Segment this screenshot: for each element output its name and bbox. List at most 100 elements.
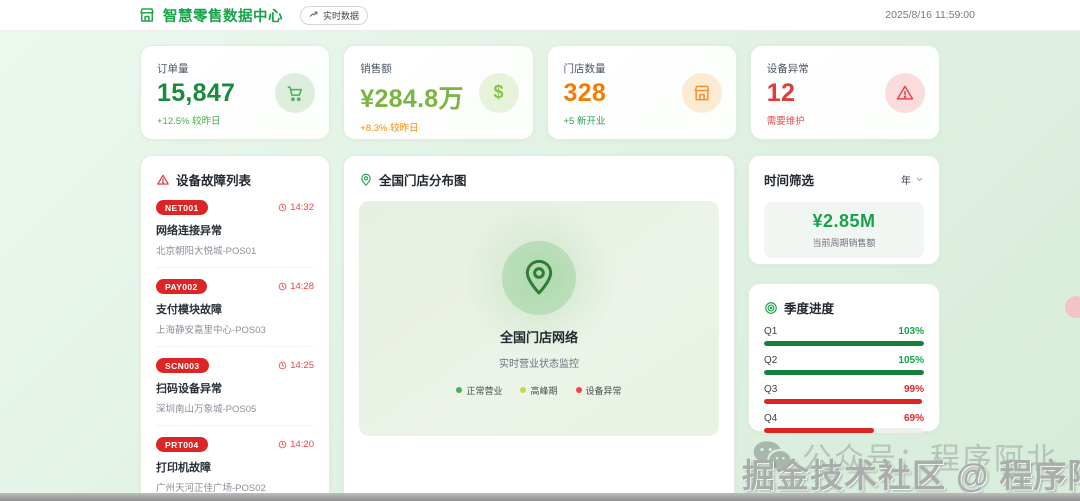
fault-list-item[interactable]: NET001 14:32 网络连接异常 北京朝阳大悦城-POS01 <box>156 189 314 268</box>
fault-code-badge: SCN003 <box>156 358 209 373</box>
legend-item-fault: 设备异常 <box>575 384 622 397</box>
quarter-label: Q1 <box>764 326 778 337</box>
fault-code-badge: PRT004 <box>156 437 208 452</box>
warning-icon <box>885 72 925 113</box>
quarter-percent: 103% <box>898 326 924 337</box>
clock-icon <box>278 440 287 449</box>
warning-icon <box>157 174 169 185</box>
stat-value: 15,847 <box>157 79 236 107</box>
fault-location: 深圳南山万象城-POS05 <box>156 404 257 415</box>
stat-change: 需要维护 <box>766 116 805 127</box>
stat-change: +12.5% 较昨日 <box>157 116 221 127</box>
quarter-progress-panel: 季度进度 Q1 103% Q2 105% <box>748 283 940 433</box>
fault-time: 14:32 <box>278 202 314 213</box>
quarter-percent: 105% <box>898 355 924 366</box>
legend-dot-red <box>575 387 582 393</box>
fault-list-item[interactable]: PAY002 14:28 支付模块故障 上海静安嘉里中心-POS03 <box>156 268 314 347</box>
stat-label: 销售额 <box>360 63 392 75</box>
stat-card-device-alerts: 设备异常 12 需要维护 <box>749 45 940 140</box>
period-sales-label: 当前周期销售额 <box>812 238 876 248</box>
trend-up-icon <box>309 11 318 17</box>
progress-fill <box>764 370 924 375</box>
timestamp: 2025/8/16 11:59:00 <box>885 9 975 21</box>
progress-track <box>764 370 924 375</box>
map-pin-bubble <box>502 240 576 315</box>
map-center-subtitle: 实时营业状态监控 <box>499 358 579 370</box>
location-pin-icon <box>525 259 553 294</box>
map-header: 全国门店分布图 <box>359 170 719 189</box>
stat-label: 门店数量 <box>563 63 606 75</box>
top-bar: 智慧零售数据中心 实时数据 2025/8/16 11:59:00 <box>0 0 1080 31</box>
fault-location: 上海静安嘉里中心-POS03 <box>156 325 266 336</box>
map-center-title: 全国门店网络 <box>499 329 578 345</box>
quarter-label: Q4 <box>764 413 778 424</box>
time-filter-title: 时间筛选 <box>764 174 815 188</box>
legend-item-open: 正常营业 <box>456 384 502 397</box>
map-canvas[interactable]: 全国门店网络 实时营业状态监控 正常营业 高峰期 设备异常 <box>359 201 719 436</box>
stat-change: +5 新开业 <box>563 116 606 127</box>
progress-track <box>764 399 924 404</box>
time-filter-panel: 时间筛选 年 ¥2.85M 当前周期销售额 <box>748 155 940 265</box>
dollar-icon: $ <box>478 72 519 113</box>
stat-change: +8.3% 较昨日 <box>360 123 419 134</box>
map-legend: 正常营业 高峰期 设备异常 <box>456 384 622 397</box>
clock-icon <box>278 282 287 291</box>
quarter-row-q3: Q3 99% <box>764 384 924 404</box>
main-grid: 设备故障列表 NET001 14:32 网络连接异常 北京朝阳大悦城-POS01… <box>140 155 940 501</box>
fault-list-title: 设备故障列表 <box>176 174 252 188</box>
fault-code-badge: PAY002 <box>156 279 207 294</box>
quarter-percent: 69% <box>903 413 924 424</box>
period-sales-box: ¥2.85M 当前周期销售额 <box>764 202 924 258</box>
live-data-badge: 实时数据 <box>300 5 369 25</box>
fault-time: 14:25 <box>278 360 314 371</box>
fault-title: 打印机故障 <box>156 462 211 474</box>
brand: 智慧零售数据中心 实时数据 <box>138 5 369 26</box>
fault-title: 扫码设备异常 <box>156 383 222 395</box>
fault-list-item[interactable]: SCN003 14:25 扫码设备异常 深圳南山万象城-POS05 <box>156 347 314 426</box>
quarter-label: Q3 <box>764 384 778 395</box>
quarter-row-q1: Q1 103% <box>764 326 924 346</box>
fault-list-item[interactable]: PRT004 14:20 打印机故障 广州天河正佳广场-POS02 <box>156 426 314 501</box>
fault-title: 网络连接异常 <box>156 225 222 237</box>
quarter-percent: 99% <box>903 384 924 395</box>
stat-card-orders: 订单量 15,847 +12.5% 较昨日 <box>140 45 331 140</box>
edge-floating-dot <box>1065 296 1080 318</box>
stat-label: 设备异常 <box>766 63 809 75</box>
time-filter-header: 时间筛选 年 <box>764 170 924 189</box>
cart-icon <box>275 72 316 113</box>
fault-list-panel: 设备故障列表 NET001 14:32 网络连接异常 北京朝阳大悦城-POS01… <box>140 155 330 501</box>
period-select[interactable]: 年 <box>901 172 924 187</box>
legend-item-peak: 高峰期 <box>520 384 558 397</box>
stat-value: 12 <box>766 79 796 107</box>
fault-code-badge: NET001 <box>156 200 208 215</box>
fault-location: 广州天河正佳广场-POS02 <box>156 483 266 494</box>
progress-track <box>764 341 924 346</box>
chevron-down-icon <box>916 177 923 182</box>
progress-fill <box>764 428 875 433</box>
clock-icon <box>278 203 287 212</box>
page-title: 智慧零售数据中心 <box>163 8 283 25</box>
fault-location: 北京朝阳大悦城-POS01 <box>156 246 257 257</box>
store-map-panel: 全国门店分布图 全国门店网络 实时营业状态监控 正常营业 <box>343 155 735 501</box>
legend-dot-green <box>456 387 463 393</box>
stat-value: ¥284.8万 <box>360 85 464 113</box>
right-column: 时间筛选 年 ¥2.85M 当前周期销售额 季度进度 <box>748 155 940 501</box>
quarter-label: Q2 <box>764 355 778 366</box>
map-title: 全国门店分布图 <box>379 174 467 188</box>
target-icon <box>765 301 777 314</box>
progress-track <box>764 428 924 433</box>
fault-time: 14:28 <box>278 281 314 292</box>
live-badge-label: 实时数据 <box>323 10 360 21</box>
progress-fill <box>764 341 924 346</box>
store-icon <box>681 72 722 113</box>
legend-dot-yellow <box>520 387 527 393</box>
stat-card-sales: 销售额 ¥284.8万 +8.3% 较昨日 $ <box>343 45 534 140</box>
stat-label: 订单量 <box>157 63 189 75</box>
location-pin-icon <box>361 173 371 186</box>
quarter-progress-header: 季度进度 <box>764 298 924 317</box>
quarter-progress-title: 季度进度 <box>784 302 835 316</box>
store-logo-icon <box>140 8 154 22</box>
progress-fill <box>764 399 923 404</box>
stat-value: 328 <box>563 79 607 107</box>
